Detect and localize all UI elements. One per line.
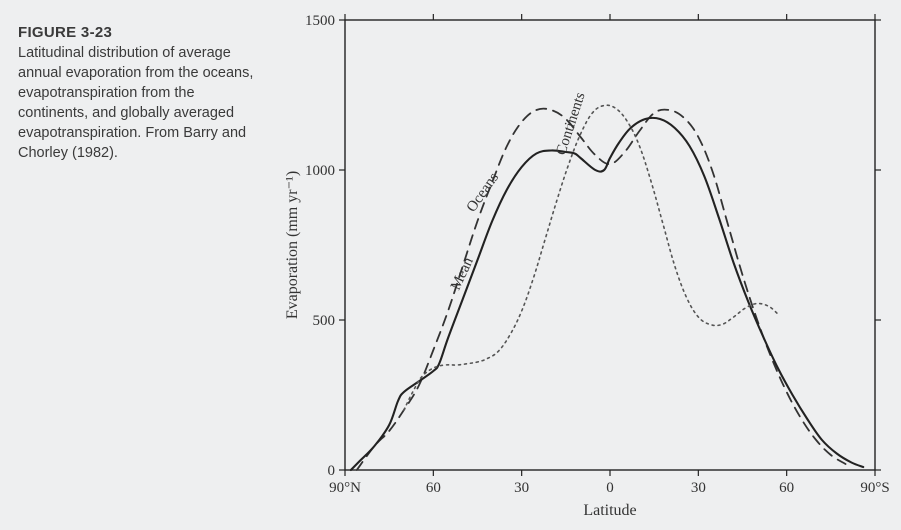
evaporation-chart: 0 500 1000 1500 90°N 60 30 0 30 60 90°S Latitude Eva… bbox=[275, 0, 901, 530]
y-tick-label: 1500 bbox=[305, 13, 335, 29]
y-axis-label: Evaporation (mm yr⁻¹) bbox=[284, 171, 301, 319]
plot-border bbox=[345, 20, 875, 470]
x-tick-label: 60 bbox=[426, 480, 441, 496]
series-label-continents: Continents bbox=[553, 90, 588, 157]
y-tick-label: 500 bbox=[313, 313, 336, 329]
x-tick-label: 90°S bbox=[860, 480, 889, 496]
y-tick-label: 0 bbox=[328, 463, 336, 479]
figure-number: FIGURE 3-23 bbox=[18, 24, 265, 41]
x-axis-label: Latitude bbox=[583, 502, 636, 519]
x-tick-label: 30 bbox=[514, 480, 529, 496]
x-tick-label: 90°N bbox=[329, 480, 361, 496]
figure-caption-block: FIGURE 3-23 Latitudinal distribution of … bbox=[0, 0, 275, 530]
series-oceans bbox=[357, 109, 846, 470]
x-tick-label: 60 bbox=[779, 480, 794, 496]
y-tick-label: 1000 bbox=[305, 163, 335, 179]
chart-area: 0 500 1000 1500 90°N 60 30 0 30 60 90°S Latitude Eva… bbox=[275, 0, 901, 530]
x-tick-label: 0 bbox=[606, 480, 614, 496]
figure-caption-text: Latitudinal distribution of average annu… bbox=[18, 43, 265, 163]
x-tick-label: 30 bbox=[691, 480, 706, 496]
series-mean bbox=[351, 118, 863, 470]
